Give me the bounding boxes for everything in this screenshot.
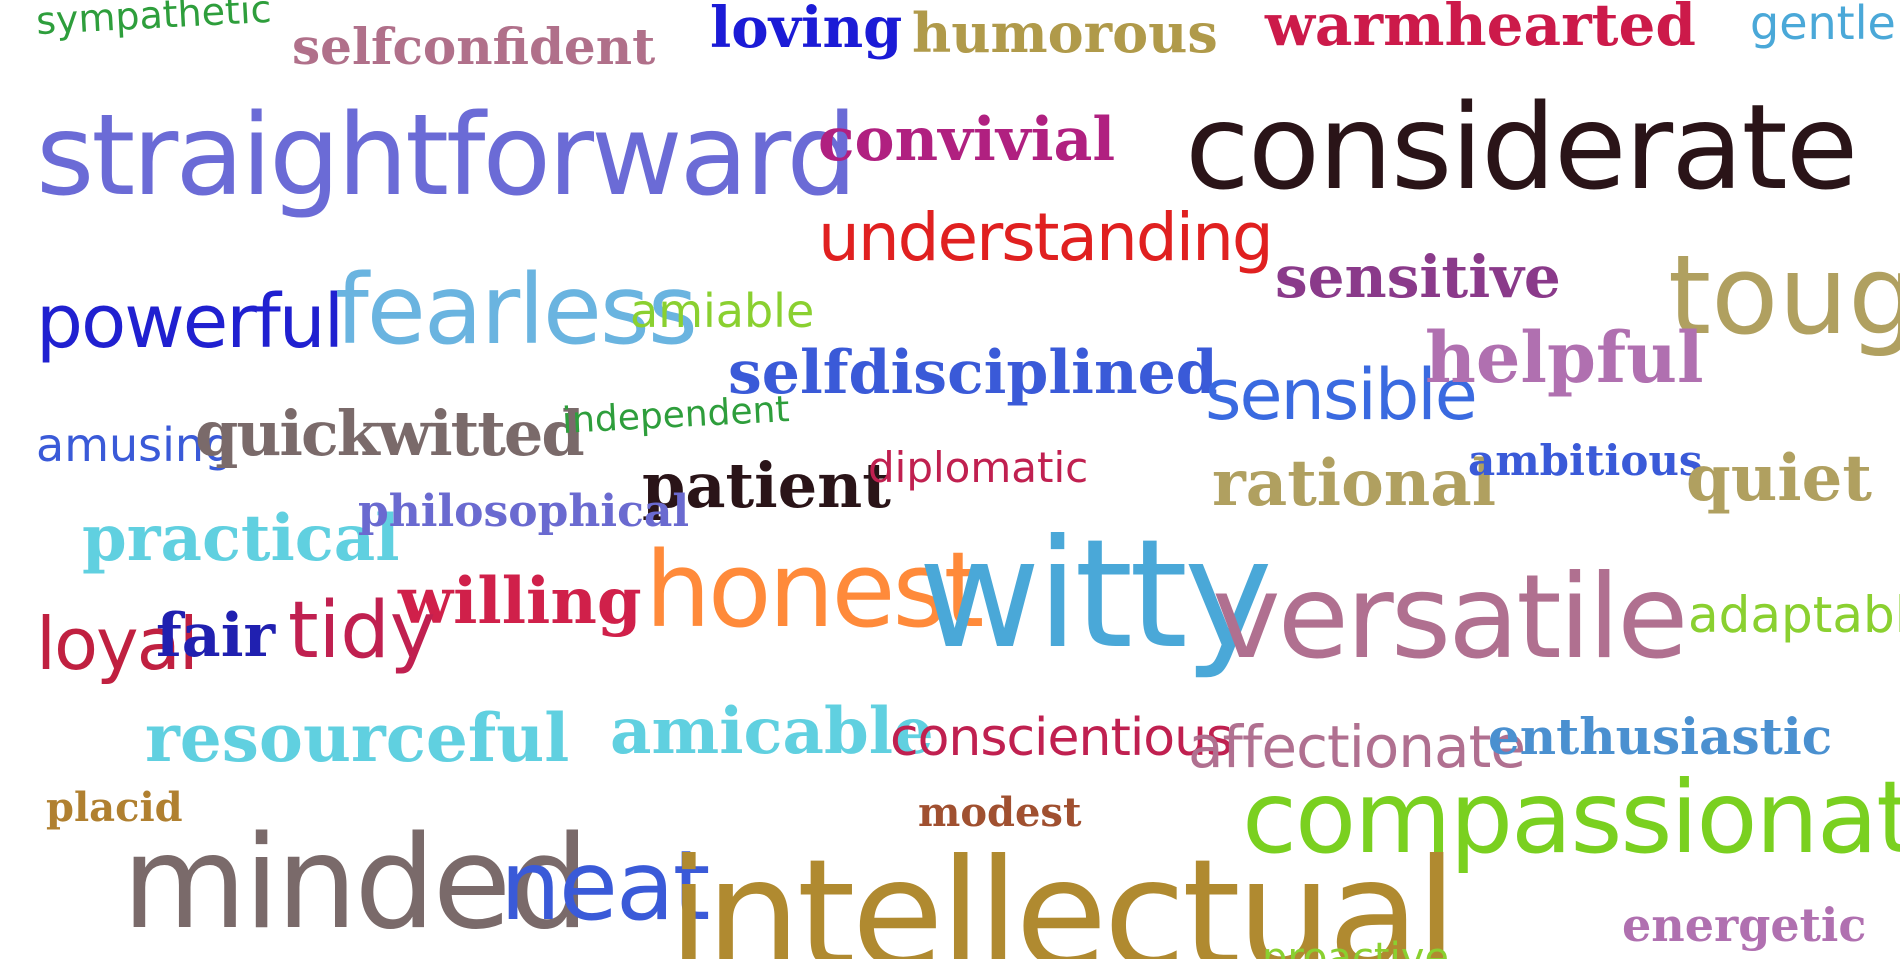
word-minded: minded [122, 809, 590, 958]
word-modest: modest [918, 789, 1082, 836]
word-amiable: amiable [630, 284, 815, 338]
word-selfdisciplined: selfdisciplined [728, 338, 1218, 408]
word-placid: placid [46, 784, 183, 831]
word-convivial: convivial [818, 105, 1116, 175]
word-tough: tough [1668, 231, 1900, 359]
word-neat: neat [500, 830, 710, 942]
word-enthusiastic: enthusiastic [1488, 707, 1833, 766]
word-loving: loving [710, 0, 903, 61]
word-humorous: humorous [912, 1, 1218, 65]
word-patient: patient [642, 449, 891, 522]
word-tidy: tidy [288, 586, 436, 676]
word-fearless: fearless [335, 254, 698, 366]
word-energetic: energetic [1622, 898, 1867, 952]
word-quiet: quiet [1686, 441, 1872, 516]
word-amusing: amusing [36, 418, 234, 472]
word-versatile: versatile [1212, 550, 1689, 685]
word-independent: independent [561, 389, 791, 442]
word-compassionate: compassionate [1242, 759, 1900, 876]
word-proactive: proactive [1262, 935, 1450, 959]
word-ambitious: ambitious [1468, 436, 1703, 485]
word-practical: practical [82, 501, 400, 576]
word-conscientious: conscientious [890, 708, 1233, 768]
word-affectionate: affectionate [1188, 713, 1526, 781]
word-willing: willing [398, 564, 642, 639]
word-sensible: sensible [1205, 354, 1478, 436]
word-loyal: loyal [36, 602, 199, 686]
word-intellectual: intellectual [668, 828, 1457, 959]
word-diplomatic: diplomatic [868, 443, 1089, 492]
word-adaptable: adaptable [1688, 586, 1900, 644]
word-rational: rational [1212, 446, 1497, 521]
word-understanding: understanding [818, 199, 1274, 276]
word-sensitive: sensitive [1275, 243, 1561, 311]
word-straightforward: straightforward [36, 91, 857, 221]
word-resourceful: resourceful [145, 699, 570, 777]
word-powerful: powerful [36, 279, 344, 365]
word-gentle: gentle [1750, 0, 1896, 50]
word-philosophical: philosophical [358, 486, 690, 537]
word-helpful: helpful [1425, 316, 1704, 399]
word-amicable: amicable [610, 694, 934, 769]
word-sympathetic: sympathetic [35, 0, 273, 44]
word-witty: witty [918, 508, 1273, 682]
word-selfconfident: selfconfident [292, 17, 656, 76]
word-considerate: considerate [1185, 78, 1858, 216]
word-fair: fair [156, 601, 276, 671]
word-quickwitted: quickwitted [195, 397, 585, 470]
word-warmhearted: warmhearted [1265, 0, 1696, 59]
word-honest: honest [645, 529, 984, 651]
